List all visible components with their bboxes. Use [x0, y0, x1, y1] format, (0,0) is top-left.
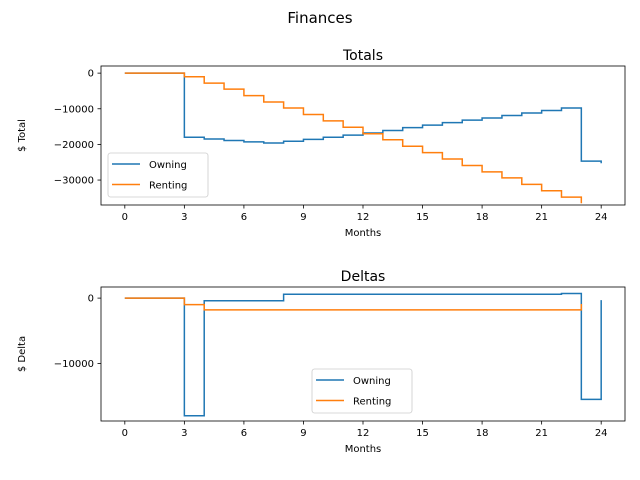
deltas-series-owning-line	[124, 292, 602, 417]
deltas-legend-label-renting: Renting	[353, 397, 391, 408]
deltas-x-tick-label: 15	[416, 428, 429, 439]
totals-x-tick-label: 0	[122, 212, 128, 223]
deltas-x-tick-label: 3	[181, 428, 187, 439]
deltas-x-tick-label: 9	[300, 428, 306, 439]
totals-y-tick-label: 0	[88, 69, 94, 80]
totals-x-tick-label: 3	[181, 212, 187, 223]
deltas-x-tick-label: 12	[357, 428, 370, 439]
deltas-x-axis-label: Months	[345, 444, 382, 455]
deltas-title: Deltas	[341, 269, 386, 285]
totals-x-tick-label: 24	[595, 212, 608, 223]
totals-y-tick-label: −20000	[54, 140, 94, 151]
figure-suptitle: Finances	[287, 9, 352, 27]
totals-x-tick-label: 12	[357, 212, 370, 223]
deltas-x-tick-label: 24	[595, 428, 608, 439]
totals-title: Totals	[342, 48, 383, 64]
deltas-y-axis-label: $ Delta	[17, 336, 28, 372]
deltas-legend-label-owning: Owning	[353, 376, 391, 387]
totals-x-tick-label: 9	[300, 212, 306, 223]
deltas-x-tick-label: 6	[241, 428, 247, 439]
deltas-series-renting-line	[124, 297, 583, 311]
totals-y-tick-label: −10000	[54, 104, 94, 115]
totals-y-tick-label: −30000	[54, 176, 94, 187]
totals-series-owning-line	[124, 72, 602, 164]
deltas-y-tick-label: 0	[88, 294, 94, 305]
totals-x-tick-label: 21	[535, 212, 548, 223]
deltas-y-tick-label: −10000	[54, 359, 94, 370]
deltas-x-tick-label: 18	[476, 428, 489, 439]
totals-legend-label-owning: Owning	[149, 160, 187, 171]
totals-x-tick-label: 6	[241, 212, 247, 223]
deltas-x-tick-label: 0	[122, 428, 128, 439]
totals-legend-label-renting: Renting	[149, 181, 187, 192]
totals-x-tick-label: 15	[416, 212, 429, 223]
totals-series-renting-line	[124, 72, 583, 204]
deltas-chart: Deltas 0 3 6 9 12 15 18 21 24 0 −10000 Months $ Delta…	[17, 269, 626, 455]
deltas-x-tick-label: 21	[535, 428, 548, 439]
totals-x-tick-label: 18	[476, 212, 489, 223]
totals-chart: Totals 0 3 6 9 12 15 18 21 24 0 −10000 −20000 −30000 M…	[17, 48, 626, 239]
totals-x-axis-label: Months	[345, 228, 382, 239]
totals-y-axis-label: $ Total	[17, 119, 28, 152]
